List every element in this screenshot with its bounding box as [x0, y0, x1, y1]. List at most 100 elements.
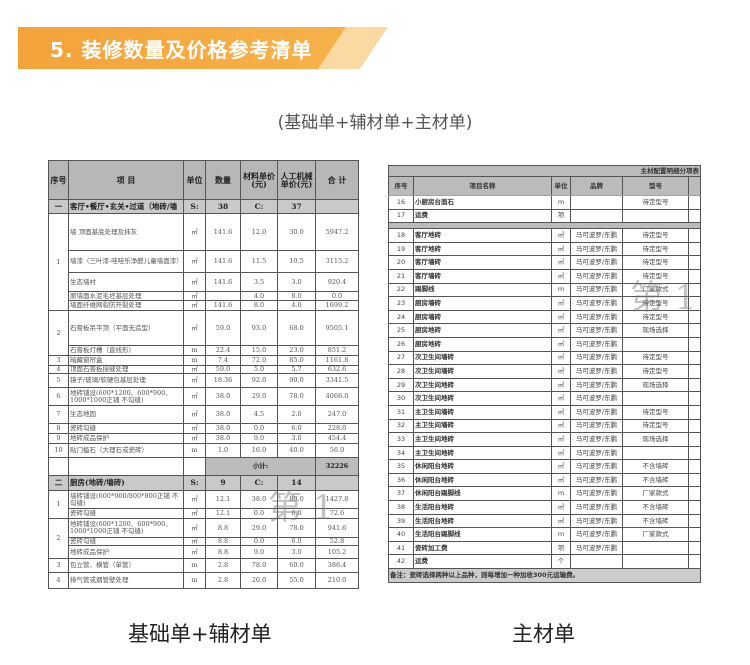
model: 待定型号	[622, 350, 689, 366]
item-number: 3	[48, 558, 69, 573]
item-number: 42	[388, 554, 414, 570]
item-number: 3	[48, 355, 69, 366]
unit: m	[551, 195, 571, 210]
item-name: 小厨房台面石	[413, 195, 552, 210]
cut-off-cell	[688, 208, 701, 224]
item-name: 厨房墙砖	[413, 296, 552, 311]
watermark-right: 第 1	[630, 278, 697, 318]
quantity: 7.4	[205, 355, 241, 366]
item-number: 29	[388, 377, 414, 393]
unit: ㎡	[551, 255, 571, 270]
total: 9505.1	[315, 310, 359, 346]
brand: 马可波罗/东鹏	[570, 309, 623, 325]
item-number: 33	[388, 432, 414, 447]
c-label: C:	[240, 475, 278, 491]
s-value: 9	[205, 475, 241, 491]
quantity: 59.0	[205, 365, 241, 374]
unit: ㎡	[183, 300, 206, 311]
unit: ㎡	[551, 432, 571, 447]
labor-price: 30.0	[277, 213, 316, 251]
material-price: 4.0	[240, 291, 278, 301]
brand: 马可波罗/东鹏	[570, 513, 623, 529]
column-header: 品牌	[570, 176, 623, 196]
c-value: 14	[277, 475, 316, 491]
labor-price: 10.5	[277, 250, 316, 273]
material-price: 20.0	[240, 572, 278, 589]
item-name: 生态地固	[68, 405, 184, 424]
material-price: 5.0	[240, 365, 278, 374]
total: 632.6	[315, 365, 359, 374]
item-number: 23	[388, 296, 414, 311]
item-name: 厨房地砖	[413, 323, 552, 338]
table-row: 37 休闲阳台踢脚线 m 马可波罗/东鹏 厂家款式	[388, 486, 701, 502]
item-number: 9	[48, 433, 69, 444]
item-number: 38	[388, 500, 414, 515]
column-header: 数量	[205, 160, 241, 200]
cut-off-cell	[688, 554, 701, 570]
brand	[570, 208, 623, 224]
model: 不含墙砖	[622, 472, 689, 488]
item-name: 客厅墙砖	[413, 268, 552, 284]
model: 待定型号	[622, 255, 689, 270]
subtitle: (基础单+辅材单+主材单)	[277, 113, 473, 133]
table-row: 17 运费项	[388, 208, 701, 224]
labor-price: 3.0	[277, 545, 316, 559]
item-name: 次卫生间地砖	[413, 391, 552, 406]
labor-price: 5.7	[277, 365, 316, 374]
brand: 马可波罗/东鹏	[570, 296, 623, 311]
item-number: 4	[48, 365, 69, 374]
brand: 马可波罗/东鹏	[570, 432, 623, 447]
main-material-table: 主材配置明细分项表 序号 项目名称 单位 品牌 型号 16 小厨房台面石 m 待定型号 17 运费项 1…	[388, 165, 701, 584]
item-number: 10	[48, 443, 69, 458]
total: 52.8	[315, 537, 359, 546]
total: 5947.2	[315, 213, 359, 251]
column-header: 合 计	[315, 160, 359, 200]
caption-left: 基础单+辅材单	[128, 622, 272, 646]
item-number: 22	[388, 282, 414, 298]
cut-off-cell	[688, 323, 701, 338]
item-number: 26	[388, 336, 414, 352]
unit: ㎡	[183, 490, 206, 509]
item-name: 次卫生间墙砖	[413, 364, 552, 379]
subtotal-value: 32226	[315, 457, 359, 476]
table-title-row: 主材配置明细分项表	[388, 165, 701, 177]
model: 现场选择	[622, 377, 689, 393]
total: 210.0	[315, 572, 359, 589]
item-number: 17	[388, 208, 414, 224]
brand: 马可波罗/东鹏	[570, 255, 623, 270]
item-name: 运费	[413, 554, 552, 570]
item-name: 暗藏窗帘盒	[68, 355, 184, 366]
item-number: 19	[388, 241, 414, 257]
model: 厂家款式	[622, 486, 689, 502]
cut-off-cell	[688, 364, 701, 379]
material-price: 29.0	[240, 387, 278, 406]
quantity: 22.4	[205, 345, 241, 356]
brand	[570, 554, 623, 570]
item-name: 主卫生间墙砖	[413, 418, 552, 434]
unit: ㎡	[551, 377, 571, 393]
quantity: 38.0	[205, 405, 241, 424]
unit: ㎡	[183, 433, 206, 444]
model: 待定型号	[622, 241, 689, 257]
material-price: 16.0	[240, 443, 278, 458]
item-name: 瓷砖勾缝	[68, 508, 184, 519]
item-name: 瓷砖加工费	[413, 540, 552, 556]
basic-quote-table: 序号项 目单位 数量 材料单价(元) 人工机械单价(元) 合 计一客厅•餐厅•玄关•过道…	[48, 160, 359, 589]
item-number: 27	[388, 350, 414, 366]
brand: 马可波罗/东鹏	[570, 282, 623, 298]
unit: m	[551, 282, 571, 298]
quantity: 38.0	[205, 387, 241, 406]
brand: 马可波罗/东鹏	[570, 350, 623, 366]
total: 851.2	[315, 345, 359, 356]
model: 待定型号	[622, 195, 689, 210]
cut-off-cell	[688, 540, 701, 556]
